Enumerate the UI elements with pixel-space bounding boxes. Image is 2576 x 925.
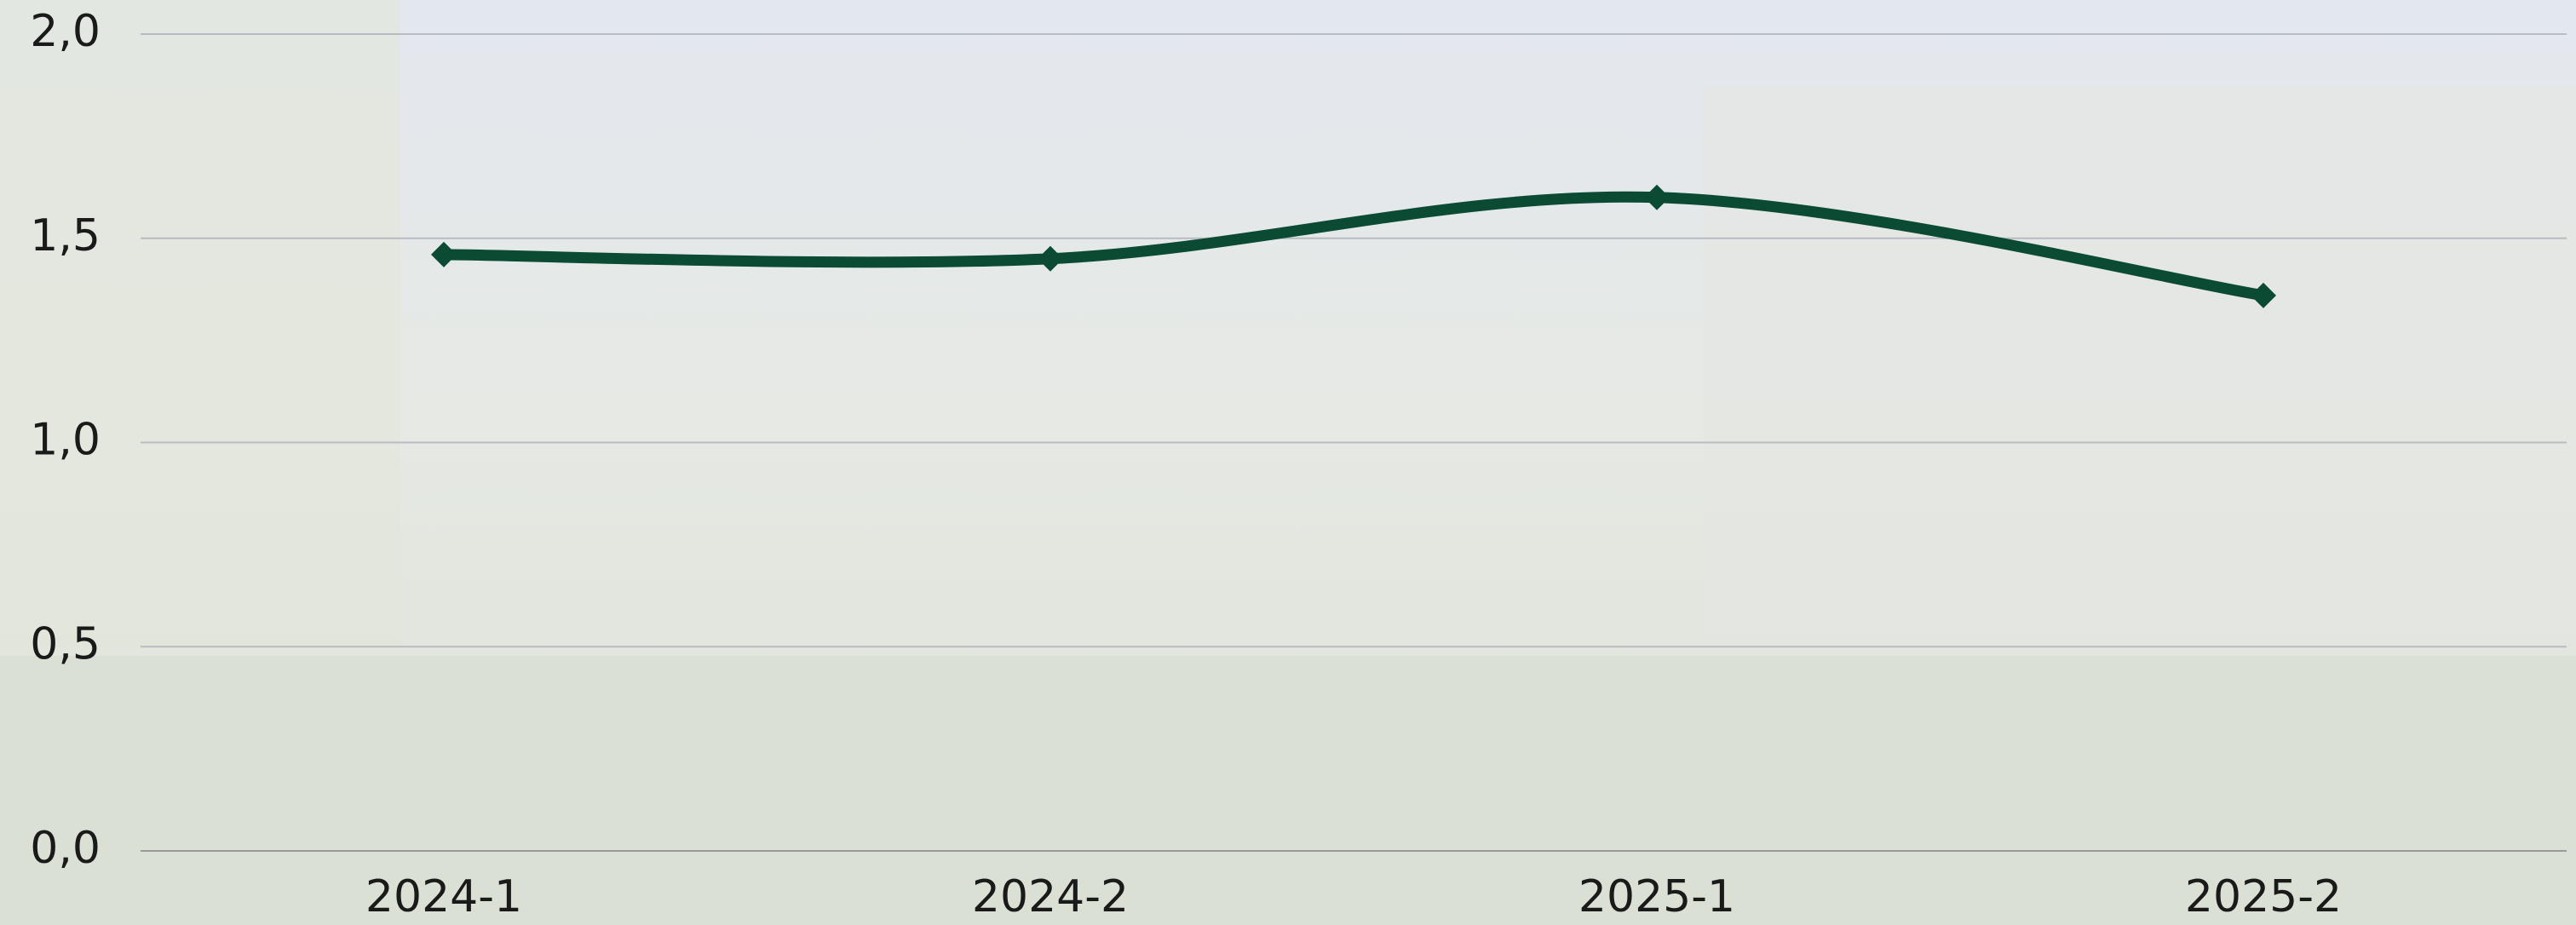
- y-tick-label: 1,5: [30, 210, 101, 261]
- y-tick-label: 1,0: [30, 415, 101, 466]
- data-point: [431, 241, 457, 267]
- data-point: [2251, 282, 2276, 308]
- hedges: [0, 656, 2576, 925]
- data-point: [1644, 184, 1670, 210]
- y-tick-label: 0,5: [30, 618, 101, 669]
- y-tick-label: 2,0: [30, 6, 101, 57]
- x-tick-label: 2024-2: [972, 871, 1129, 922]
- building-left: [0, 0, 400, 647]
- x-tick-label: 2025-1: [1578, 871, 1735, 922]
- y-tick-label: 0,0: [30, 823, 101, 874]
- data-line: [438, 191, 2269, 302]
- x-tick-label: 2024-1: [365, 871, 522, 922]
- building-right: [1704, 85, 2576, 647]
- x-tick-label: 2025-2: [2185, 871, 2342, 922]
- data-point: [1038, 245, 1063, 272]
